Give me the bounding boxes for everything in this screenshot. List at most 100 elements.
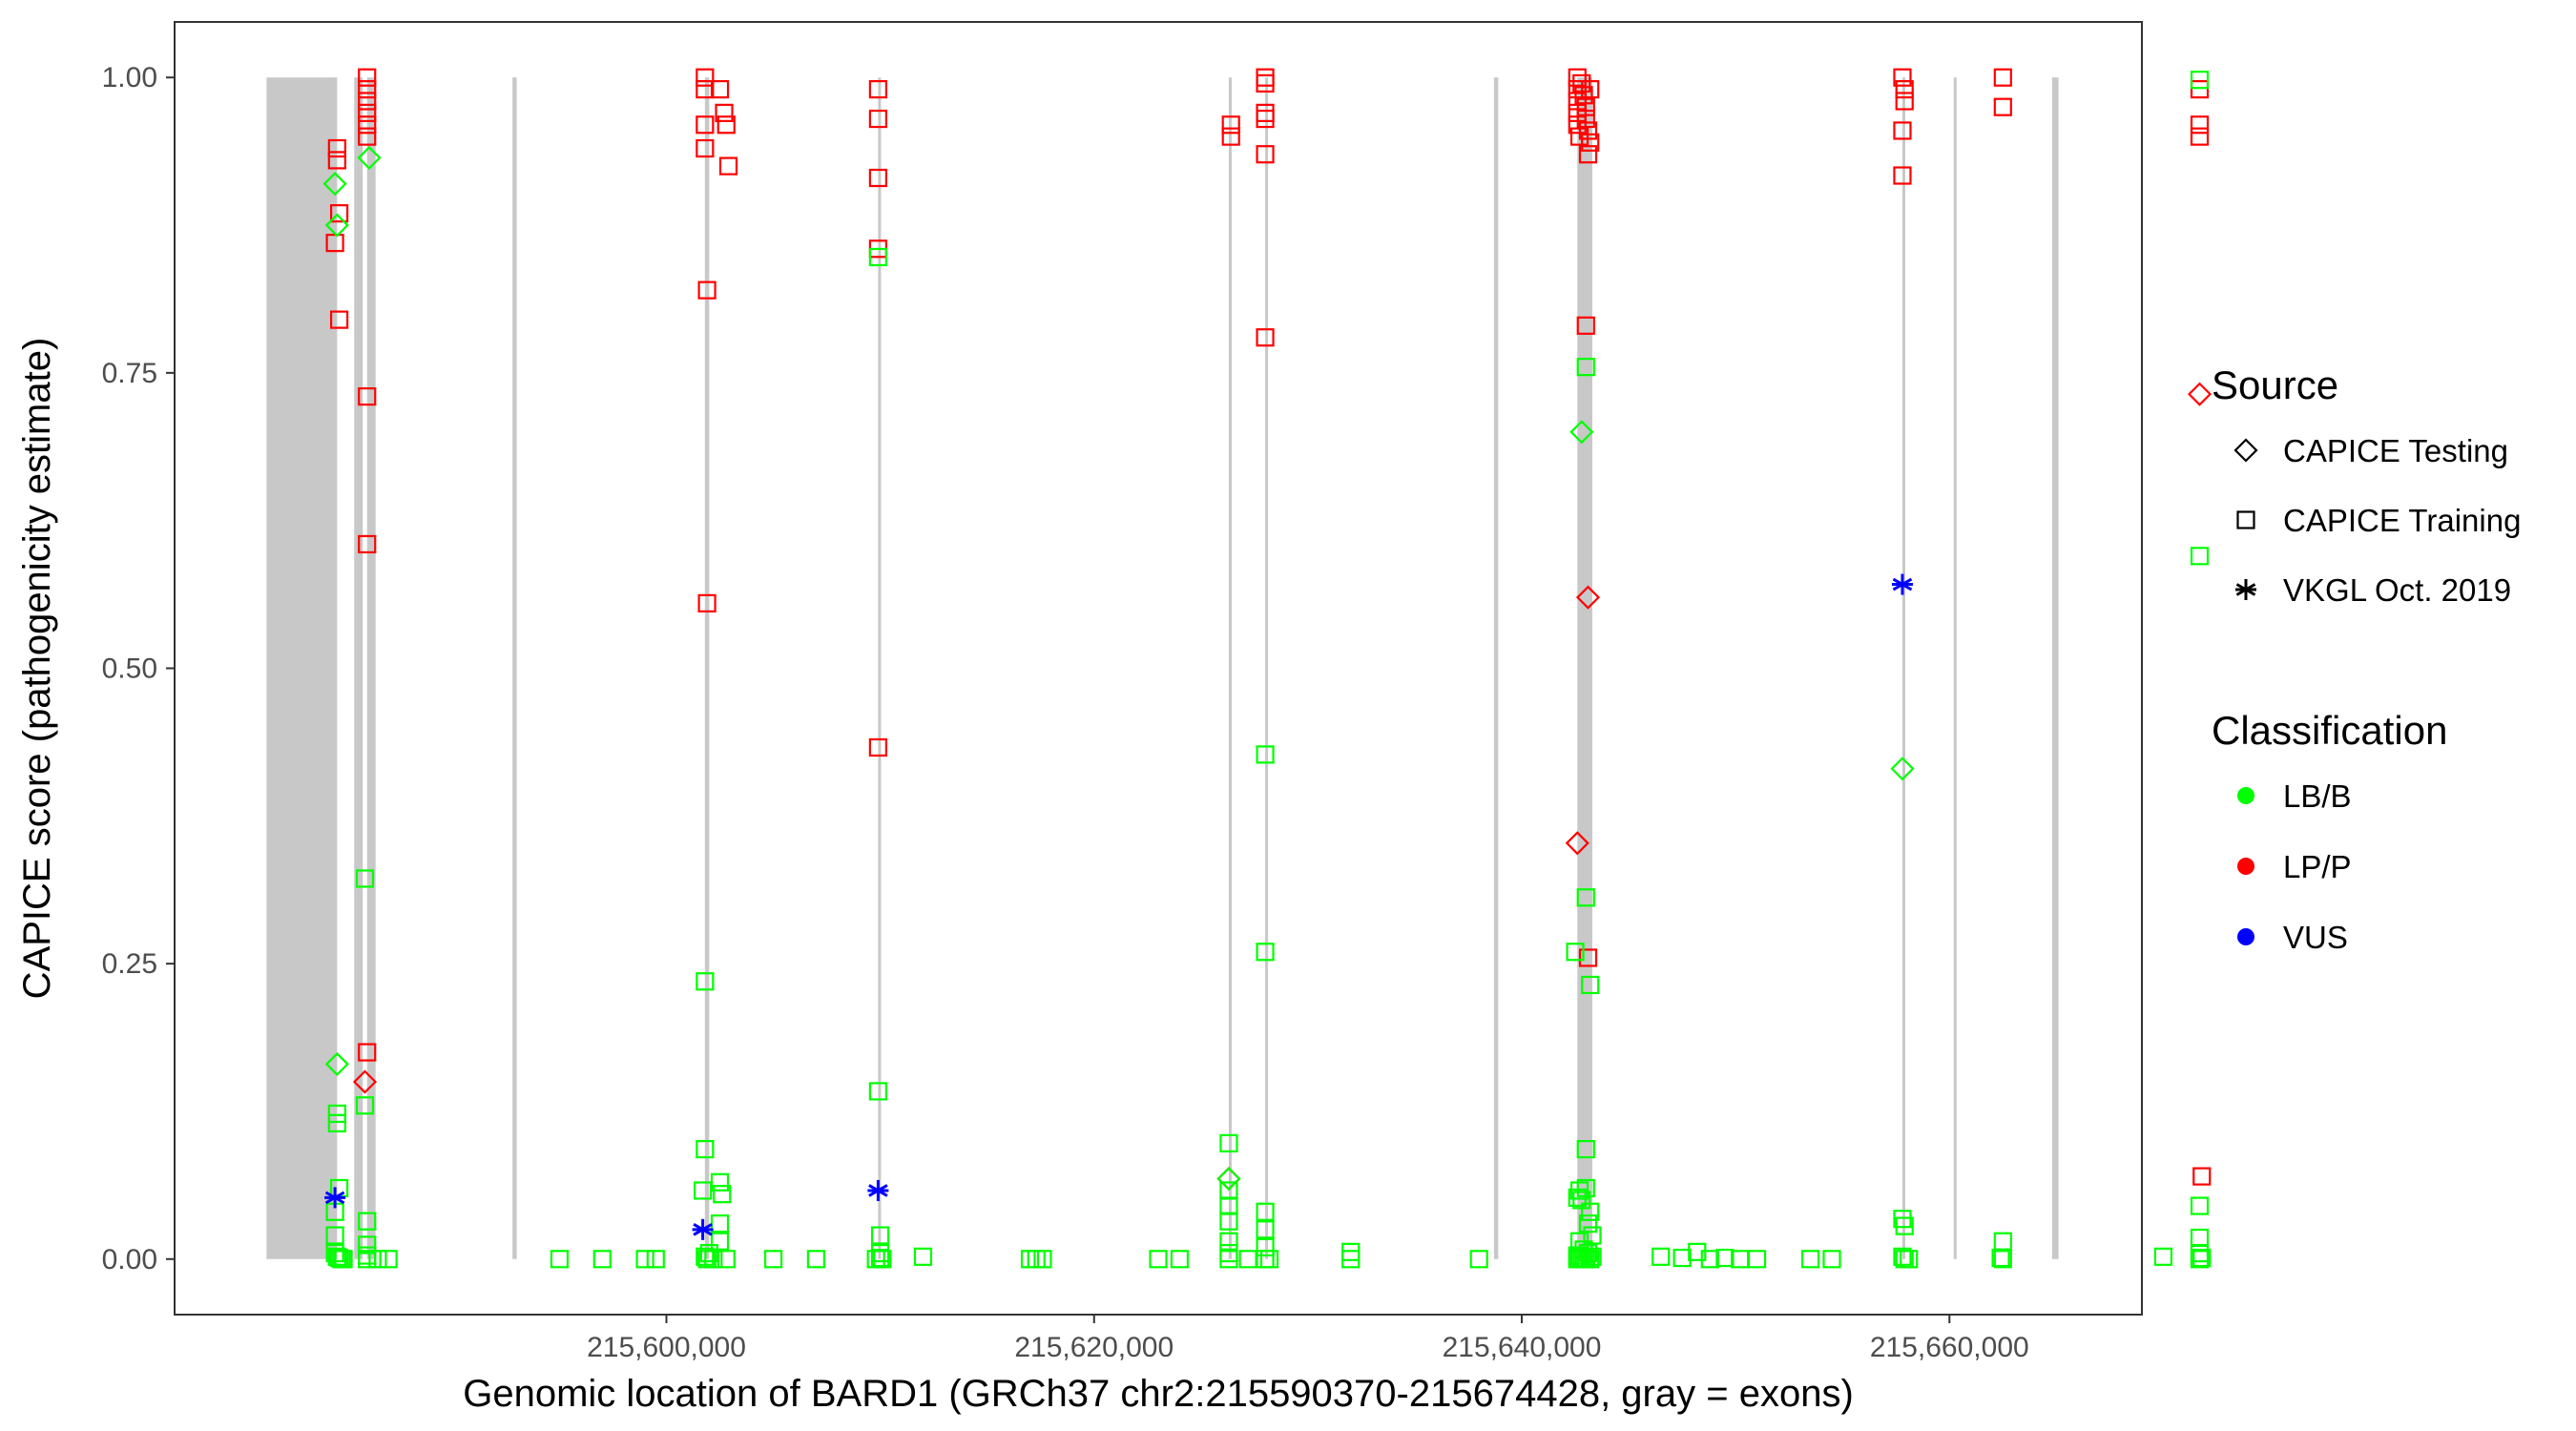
data-point-square	[1578, 121, 1598, 140]
data-point-square	[1256, 145, 1275, 164]
legend-key	[2237, 928, 2254, 945]
x-tick-label: 215,600,000	[587, 1332, 746, 1363]
data-point-square	[358, 387, 377, 406]
data-point-diamond	[357, 145, 382, 170]
data-point-square	[2236, 510, 2255, 529]
data-point-square	[1219, 1232, 1238, 1251]
data-point-diamond	[1575, 585, 1601, 610]
exon-band	[366, 77, 376, 1259]
data-point-square	[704, 1250, 723, 1269]
data-point-square	[1256, 943, 1275, 962]
data-point-square	[1893, 121, 1912, 140]
data-point-diamond	[2233, 438, 2258, 463]
data-point-square	[710, 1232, 730, 1251]
x-axis-title: Genomic location of BARD1 (GRCh37 chr2:2…	[463, 1373, 1854, 1415]
x-tick-label: 215,620,000	[1014, 1332, 1174, 1363]
legend: Source CAPICE Testing CAPICE Training VKGL …	[2212, 363, 2521, 955]
data-point-square	[696, 79, 715, 99]
data-point-square	[1469, 1250, 1488, 1269]
data-point-square	[1993, 97, 2012, 116]
data-point-square	[329, 310, 349, 329]
data-point-square	[868, 168, 887, 188]
data-point-square	[368, 1250, 387, 1269]
legend-dot	[2237, 787, 2254, 804]
data-point-square	[696, 972, 715, 991]
data-point-square	[635, 1250, 654, 1269]
data-point-diamond	[324, 1051, 349, 1076]
data-point-square	[329, 1248, 349, 1268]
data-point-asterisk	[1891, 573, 1913, 595]
data-point-square	[868, 247, 887, 267]
data-point-square	[358, 1250, 377, 1269]
data-point-square	[1895, 1216, 1914, 1235]
data-point-square	[1578, 1214, 1598, 1234]
data-point-square	[358, 115, 377, 135]
exon-band	[878, 77, 882, 1259]
exon-band	[354, 77, 364, 1259]
data-point-square	[358, 1043, 377, 1062]
y-tick-label: 0.25	[102, 948, 157, 980]
legend-key	[2237, 787, 2254, 804]
data-point-diamond	[324, 213, 349, 238]
data-point-square	[1993, 68, 2012, 87]
data-point-square	[1256, 1237, 1275, 1257]
data-point-square	[1566, 943, 1585, 962]
data-point-square	[697, 593, 717, 612]
data-point-square	[1576, 316, 1595, 335]
data-point-square	[358, 1235, 377, 1255]
data-point-square	[1341, 1250, 1361, 1269]
data-point-square	[696, 115, 715, 135]
series-square-LBB	[325, 71, 2212, 1269]
data-point-square	[913, 1247, 933, 1266]
data-point-square	[1576, 97, 1595, 116]
data-point-square	[1800, 1250, 1820, 1269]
data-point-square	[1221, 127, 1240, 146]
exon-band	[1577, 77, 1592, 1259]
data-point-square	[1576, 888, 1595, 907]
data-point-square	[327, 1113, 346, 1132]
series-asterisk-VUS	[324, 573, 1913, 1240]
data-point-square	[868, 737, 887, 757]
data-point-square	[2190, 127, 2210, 146]
data-point-square	[1568, 79, 1587, 99]
data-point-square	[871, 1226, 890, 1245]
data-point-square	[1895, 92, 1914, 111]
data-point-square	[717, 115, 736, 135]
data-point-square	[355, 869, 375, 888]
data-point-diamond	[1565, 831, 1589, 856]
data-point-square	[1895, 79, 1914, 99]
legend-key	[2235, 579, 2256, 600]
data-point-square	[1991, 1248, 2010, 1268]
data-point-square	[806, 1250, 825, 1269]
legend-dot	[2237, 858, 2254, 875]
data-point-square	[1256, 328, 1275, 347]
data-point-square	[1219, 1212, 1238, 1231]
data-point-square	[1219, 1133, 1238, 1153]
data-point-square	[763, 1250, 783, 1269]
data-point-square	[358, 534, 377, 554]
data-point-square	[358, 79, 377, 99]
data-point-square	[1715, 1248, 1735, 1268]
data-point-square	[1581, 133, 1600, 152]
data-point-square	[1652, 1247, 1671, 1266]
data-point-square	[1700, 1250, 1719, 1269]
data-point-square	[710, 79, 730, 99]
data-point-square	[2190, 115, 2210, 135]
data-point-asterisk	[692, 1218, 714, 1240]
y-tick-label: 0.00	[102, 1244, 157, 1275]
legend-key	[2237, 858, 2254, 875]
data-point-square	[1822, 1250, 1841, 1269]
exon-band	[512, 77, 517, 1259]
data-point-square	[1747, 1250, 1767, 1269]
data-point-square	[358, 92, 377, 111]
data-point-square	[1576, 1178, 1595, 1198]
data-point-square	[1568, 68, 1587, 87]
exon-band	[1493, 77, 1499, 1259]
data-point-square	[2190, 1250, 2210, 1269]
data-point-square	[1581, 1202, 1600, 1221]
exon-band	[2051, 77, 2059, 1259]
data-point-square	[1221, 115, 1240, 135]
data-point-square	[325, 1226, 344, 1245]
